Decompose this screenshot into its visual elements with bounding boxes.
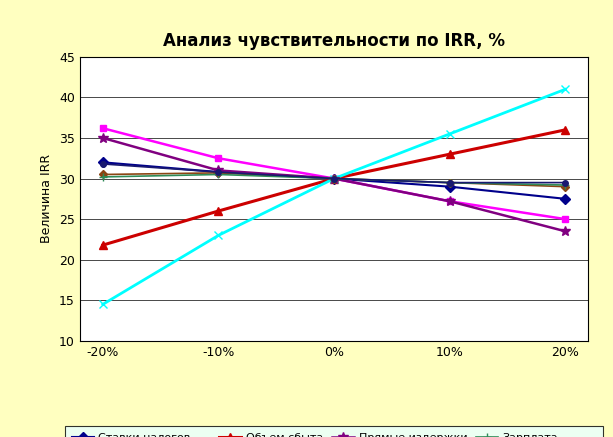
Ставка кредита: [562, 180, 569, 185]
Ставки налогов: [330, 176, 338, 181]
Объем инвестиций: [562, 216, 569, 222]
Y-axis label: Величина IRR: Величина IRR: [40, 154, 53, 243]
Зарплата: [99, 174, 107, 180]
Общие издержки: [215, 170, 222, 176]
Ставки налогов: [562, 196, 569, 201]
Line: Ставки налогов: Ставки налогов: [99, 159, 569, 202]
Зарплата: [562, 182, 569, 187]
Объем инвестиций: [99, 125, 107, 131]
Объем сбыта: [99, 243, 107, 248]
Ставки налогов: [446, 184, 454, 189]
Цена сбыта: [99, 302, 107, 307]
Ставки налогов: [215, 170, 222, 175]
Общие издержки: [330, 176, 338, 181]
Line: Ставка кредита: Ставка кредита: [100, 161, 568, 185]
Объем сбыта: [330, 176, 338, 181]
Line: Прямые издержки: Прямые издержки: [98, 133, 570, 236]
Общие издержки: [99, 172, 107, 177]
Прямые издержки: [446, 199, 454, 204]
Общие издержки: [562, 184, 569, 189]
Ставка кредита: [99, 161, 107, 166]
Прямые издержки: [562, 229, 569, 234]
Прямые издержки: [330, 176, 338, 181]
Объем сбыта: [215, 208, 222, 214]
Зарплата: [215, 172, 222, 177]
Line: Цена сбыта: Цена сбыта: [99, 85, 569, 309]
Объем инвестиций: [330, 176, 338, 181]
Ставка кредита: [446, 180, 454, 185]
Объем сбыта: [446, 152, 454, 157]
Объем сбыта: [562, 127, 569, 132]
Общие издержки: [446, 180, 454, 185]
Line: Объем инвестиций: Объем инвестиций: [99, 125, 569, 222]
Прямые издержки: [215, 168, 222, 173]
Ставка кредита: [330, 176, 338, 181]
Line: Зарплата: Зарплата: [99, 170, 569, 189]
Legend: Ставки налогов, Объем инвестиций, Объем сбыта, Цена сбыта, Прямые издержки, Общи: Ставки налогов, Объем инвестиций, Объем …: [65, 426, 603, 437]
Зарплата: [446, 180, 454, 185]
Объем инвестиций: [446, 199, 454, 204]
Line: Объем сбыта: Объем сбыта: [99, 126, 569, 249]
Объем инвестиций: [215, 156, 222, 161]
Ставка кредита: [215, 170, 222, 175]
Цена сбыта: [215, 233, 222, 238]
Цена сбыта: [562, 87, 569, 92]
Зарплата: [330, 176, 338, 181]
Цена сбыта: [330, 176, 338, 181]
Цена сбыта: [446, 131, 454, 136]
Прямые издержки: [99, 135, 107, 141]
Title: Анализ чувствительности по IRR, %: Анализ чувствительности по IRR, %: [163, 32, 505, 50]
Line: Общие издержки: Общие издержки: [100, 170, 568, 189]
Ставки налогов: [99, 160, 107, 165]
